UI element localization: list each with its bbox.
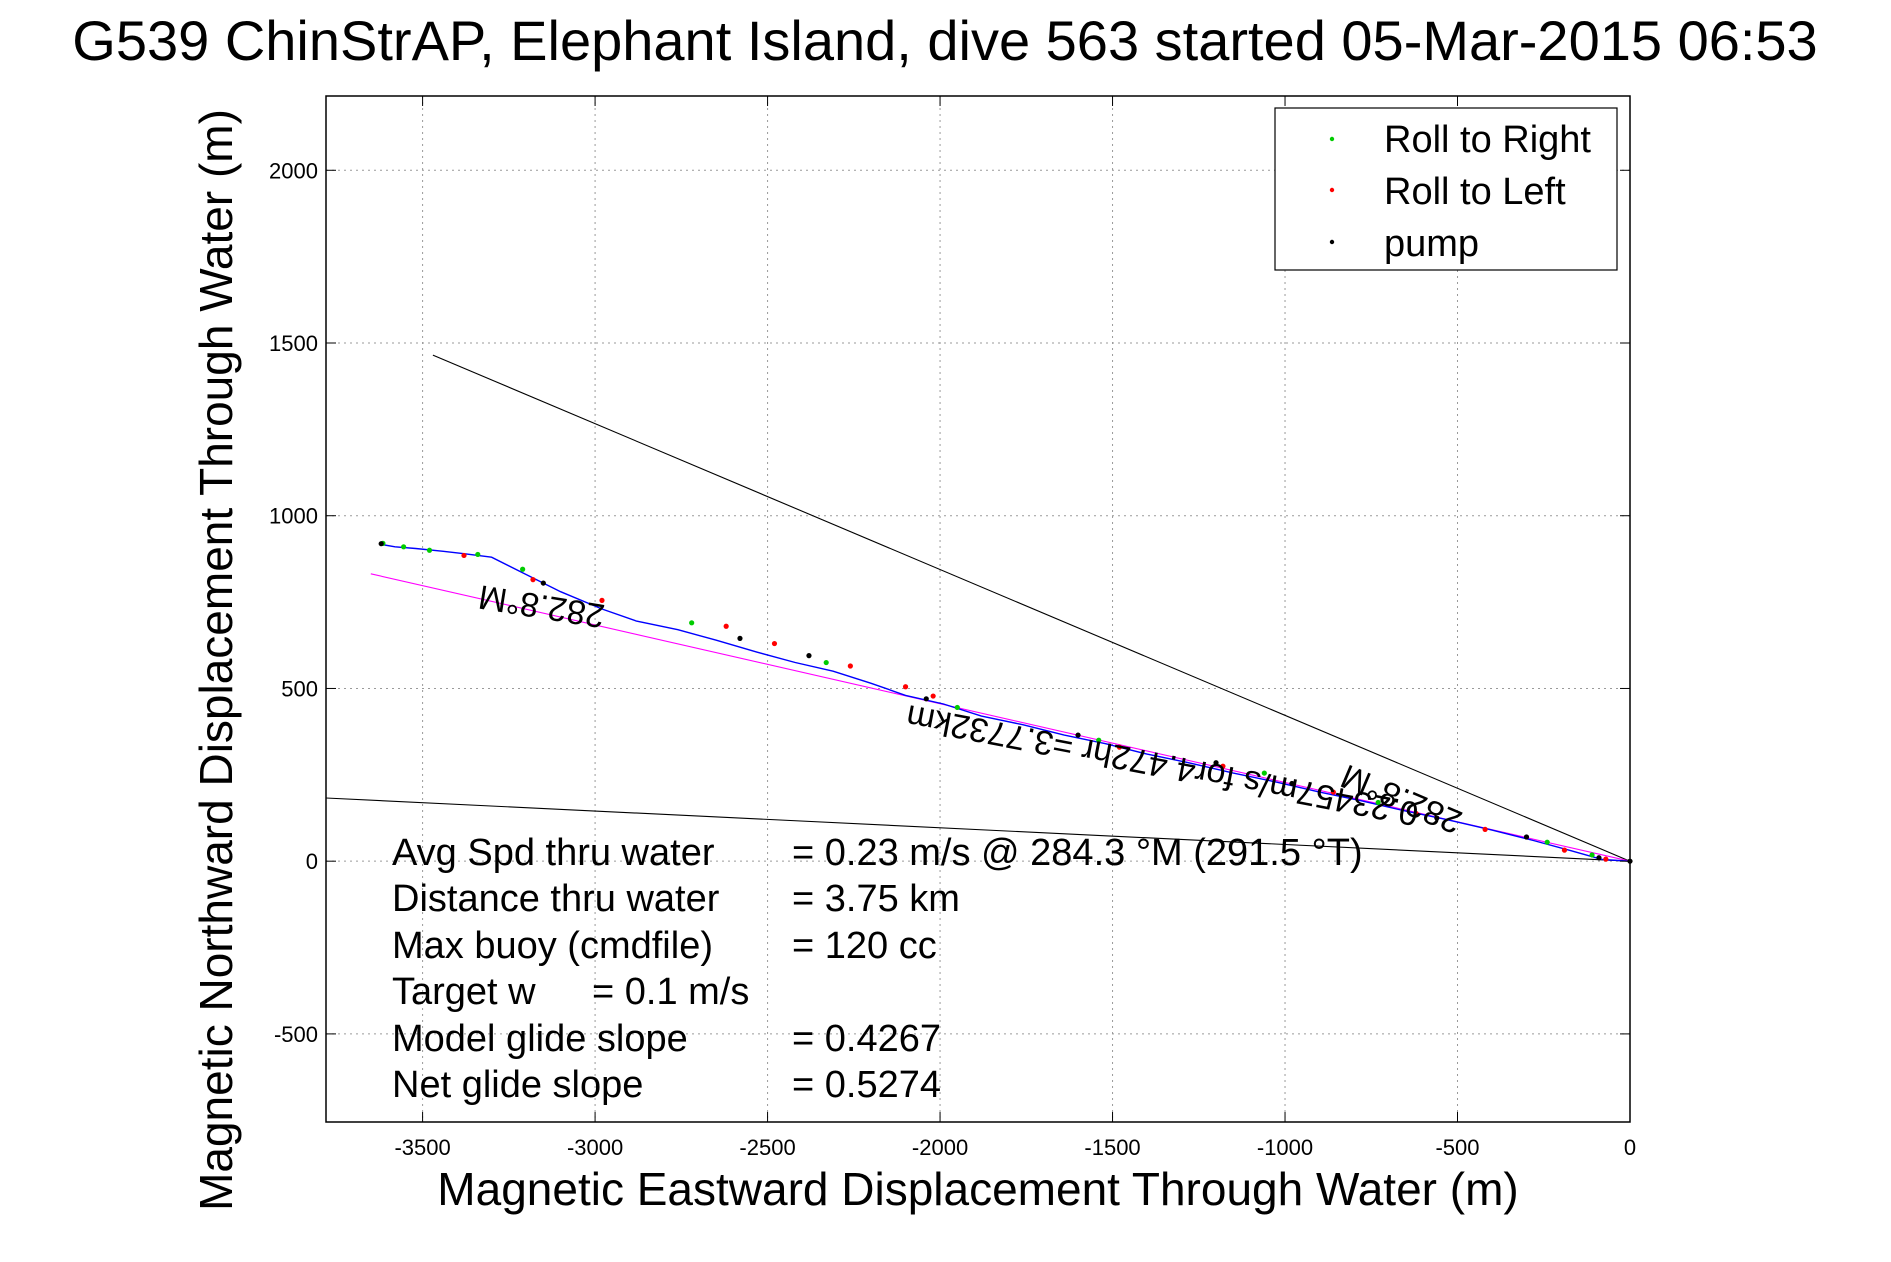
stats-label-max-buoy: Max buoy (cmdfile) (392, 925, 713, 967)
track-layer (379, 543, 1631, 862)
legend-marker-roll-left (1329, 187, 1335, 193)
stats-value-model-glide: = 0.4267 (792, 1018, 941, 1060)
marker-roll-to-left (847, 663, 853, 669)
chart-title: G539 ChinStrAP, Elephant Island, dive 56… (72, 9, 1817, 72)
stats-label-model-glide: Model glide slope (392, 1018, 688, 1060)
legend-marker-pump (1329, 239, 1335, 245)
marker-roll-to-left (902, 684, 909, 690)
marker-pump (923, 696, 929, 702)
marker-pump (1289, 780, 1295, 787)
reference-line-2 (432, 354, 1631, 862)
marker-roll-to-left (1561, 847, 1568, 853)
marker-roll-to-left (1603, 856, 1609, 862)
marker-pump (806, 653, 812, 659)
x-tick-label: -2000 (912, 1135, 968, 1160)
legend-label-pump: pump (1384, 223, 1479, 265)
marker-pump (1075, 732, 1081, 738)
marker-roll-to-left (1220, 763, 1226, 769)
marker-pump (1213, 760, 1219, 766)
marker-pump (1523, 834, 1530, 840)
stats-label-target-w: Target w (392, 971, 536, 1013)
marker-roll-to-left (599, 597, 605, 603)
marker-roll-to-right (1544, 839, 1550, 845)
stats-value-distance: = 3.75 km (792, 878, 960, 920)
marker-roll-to-left (461, 552, 467, 559)
marker-roll-to-left (771, 640, 778, 647)
x-tick-label: -3000 (567, 1135, 623, 1160)
marker-roll-to-left (1413, 810, 1419, 817)
ticks: -3500 -3000 -2500 -2000 -1500 -1000 -500 0 -500 0… (269, 96, 1636, 1160)
marker-pump (737, 635, 743, 641)
stats-block: Avg Spd thru water = 0.23 m/s @ 284.3 °M… (392, 832, 1363, 1106)
stats-value-target-w: = 0.1 m/s (592, 971, 749, 1013)
x-axis-title: Magnetic Eastward Displacement Through W… (437, 1163, 1518, 1215)
marker-roll-to-left (1330, 789, 1336, 795)
plot-area (325, 95, 1631, 1123)
marker-pump (378, 541, 384, 547)
marker-roll-to-right (475, 551, 481, 558)
stats-label-distance: Distance thru water (392, 878, 720, 920)
legend-marker-roll-right (1329, 136, 1335, 142)
y-tick-label: 1000 (269, 504, 318, 529)
y-tick-label: 500 (281, 676, 318, 701)
marker-pump (1596, 855, 1602, 861)
marker-roll-to-right (689, 620, 695, 626)
marker-roll-to-right (1261, 770, 1267, 776)
legend-label-roll-right: Roll to Right (1384, 119, 1591, 161)
y-axis-title: Magnetic Northward Displacement Through … (190, 109, 242, 1211)
marker-layer (378, 540, 1633, 864)
x-tick-label: -500 (1435, 1135, 1479, 1160)
legend-label-roll-left: Roll to Left (1384, 171, 1566, 213)
marker-roll-to-right (520, 566, 526, 572)
y-tick-label: 0 (306, 849, 318, 874)
marker-pump (1434, 815, 1440, 821)
x-tick-label: -2500 (739, 1135, 795, 1160)
stats-value-net-glide: = 0.5274 (792, 1064, 941, 1106)
marker-roll-to-right (1375, 799, 1381, 806)
reference-line-3 (325, 797, 1631, 862)
annotation-label: 0.23457m/s for4.472hr =3.7732km (903, 697, 1422, 833)
marker-roll-to-left (723, 623, 729, 629)
marker-roll-to-right (1589, 852, 1595, 858)
y-tick-label: -500 (274, 1022, 318, 1047)
marker-roll-to-left (1482, 826, 1488, 833)
stats-value-avg-speed: = 0.23 m/s @ 284.3 °M (291.5 °T) (792, 832, 1363, 874)
marker-roll-to-left (1116, 744, 1123, 750)
fit-line-layer (370, 573, 1631, 862)
stats-value-max-buoy: = 120 cc (792, 925, 937, 967)
marker-pump (540, 580, 546, 586)
annotation-label: 282.8°M (476, 577, 607, 635)
fit-line-1 (370, 573, 1631, 862)
y-tick-label: 2000 (269, 158, 318, 183)
marker-roll-to-right (954, 704, 960, 711)
stats-label-avg-speed: Avg Spd thru water (392, 832, 715, 874)
legend: Roll to Right Roll to Left pump (1274, 107, 1618, 271)
stats-label-net-glide: Net glide slope (392, 1064, 643, 1106)
marker-roll-to-left (930, 693, 936, 699)
x-tick-label: 0 (1624, 1135, 1636, 1160)
track-0 (379, 543, 1631, 862)
x-tick-label: -1000 (1257, 1135, 1313, 1160)
marker-roll-to-right (401, 544, 407, 550)
marker-roll-to-right (426, 547, 433, 553)
y-tick-label: 1500 (269, 331, 318, 356)
x-tick-label: -1500 (1084, 1135, 1140, 1160)
reference-lines (325, 354, 1631, 862)
x-tick-label: -3500 (394, 1135, 450, 1160)
marker-roll-to-right (823, 659, 829, 666)
marker-roll-to-right (1096, 737, 1102, 743)
marker-roll-to-left (530, 577, 536, 583)
